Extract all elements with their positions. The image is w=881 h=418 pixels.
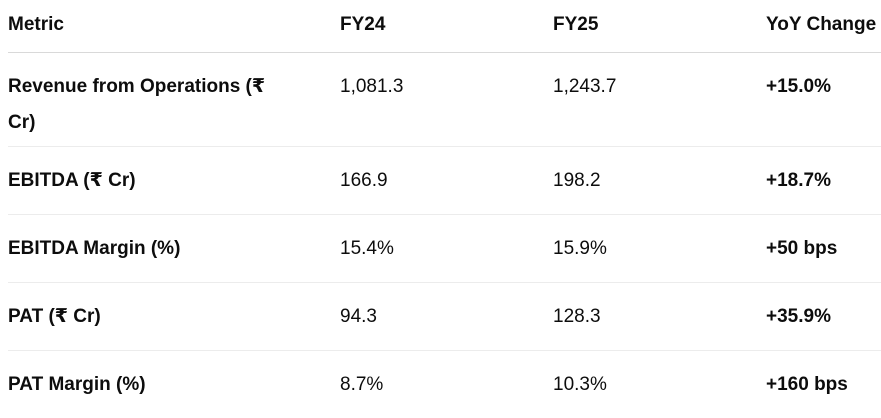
table-cell: +18.7% [766,147,881,215]
table-cell: 8.7% [340,351,553,418]
table-cell: +35.9% [766,283,881,351]
table-cell: Revenue from Operations (₹ Cr) [8,53,340,147]
table-cell: PAT Margin (%) [8,351,340,418]
table-cell: +160 bps [766,351,881,418]
table-cell: 198.2 [553,147,766,215]
table-cell: PAT (₹ Cr) [8,283,340,351]
table-row: PAT Margin (%)8.7%10.3%+160 bps [8,351,881,418]
table-cell: 15.4% [340,215,553,283]
table-row: EBITDA Margin (%)15.4%15.9%+50 bps [8,215,881,283]
table-cell: 128.3 [553,283,766,351]
table-cell: 15.9% [553,215,766,283]
column-header: FY24 [340,0,553,53]
column-header: FY25 [553,0,766,53]
table-cell: EBITDA Margin (%) [8,215,340,283]
table-cell: +15.0% [766,53,881,147]
table-cell: EBITDA (₹ Cr) [8,147,340,215]
table-cell: 1,081.3 [340,53,553,147]
column-header: Metric [8,0,340,53]
table-cell: 10.3% [553,351,766,418]
column-header: YoY Change [766,0,881,53]
table-cell: 1,243.7 [553,53,766,147]
table-cell: +50 bps [766,215,881,283]
table-cell: 94.3 [340,283,553,351]
table-cell: 166.9 [340,147,553,215]
